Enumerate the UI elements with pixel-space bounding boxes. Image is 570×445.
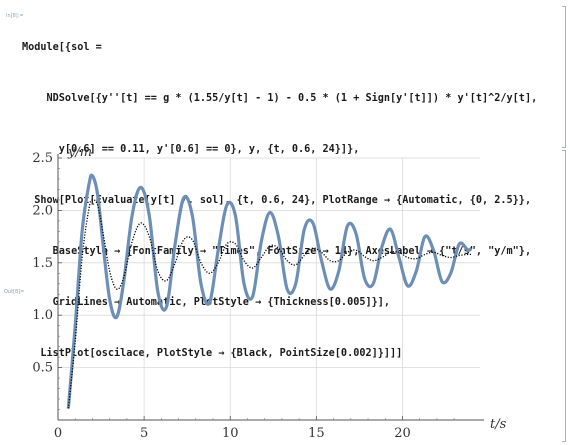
y-tick-label: 0.5 — [32, 361, 53, 376]
y-tick-label: 1.5 — [32, 256, 53, 271]
code-line: Module[{sol = — [22, 42, 102, 53]
x-axis-label: t/s — [490, 417, 507, 432]
series-dotted-line — [67, 199, 472, 409]
code-line: GridLines → Automatic, PlotStyle → {Thic… — [22, 297, 391, 308]
x-tick-label: 10 — [222, 426, 239, 441]
x-tick-label: 15 — [308, 426, 325, 441]
y-tick-label: 1.0 — [32, 308, 53, 323]
x-tick-label: 20 — [394, 426, 411, 441]
input-cell-label: In[8]:= — [6, 13, 24, 19]
ticks: 0 5 10 15 20 0.5 1.0 1.5 2.0 2.5 — [32, 151, 455, 441]
series-thick-line — [66, 173, 473, 409]
y-axis-label: y/m — [67, 145, 92, 160]
x-tick-label: 5 — [140, 426, 148, 441]
y-tick-label: 2.0 — [32, 203, 53, 218]
output-cell-label: Out[8]= — [4, 289, 25, 295]
code-line: ListPlot[oscilace, PlotStyle → {Black, P… — [22, 348, 403, 359]
input-cell-bracket[interactable] — [562, 6, 566, 148]
code-line: y[0.6] == 0.11, y'[0.6] == 0}, y, {t, 0.… — [22, 144, 360, 155]
code-line: NDSolve[{y''[t] == g * (1.55/y[t] - 1) -… — [22, 93, 538, 104]
x-tick-label: 0 — [54, 426, 62, 441]
input-cell-code[interactable]: Module[{sol = NDSolve[{y''[t] == g * (1.… — [22, 5, 567, 379]
output-cell-bracket[interactable] — [562, 150, 566, 442]
plot-series — [66, 173, 473, 409]
y-tick-label: 2.5 — [32, 151, 53, 166]
axes — [57, 154, 484, 421]
